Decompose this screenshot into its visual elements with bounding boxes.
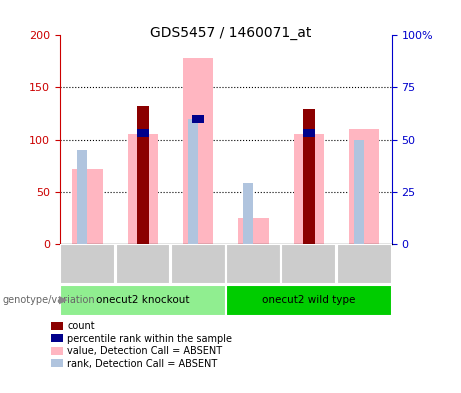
- Bar: [137, 129, 149, 138]
- Bar: [72, 169, 103, 244]
- Bar: [128, 134, 158, 244]
- Bar: [294, 134, 324, 244]
- Legend: count, percentile rank within the sample, value, Detection Call = ABSENT, rank, : count, percentile rank within the sample…: [51, 321, 232, 369]
- Bar: [349, 129, 379, 244]
- Bar: [303, 109, 315, 244]
- Bar: [238, 218, 269, 244]
- Bar: [303, 129, 315, 138]
- Bar: [60, 285, 225, 316]
- Bar: [354, 140, 364, 244]
- Text: onecut2 knockout: onecut2 knockout: [96, 295, 189, 305]
- Bar: [243, 183, 253, 244]
- Bar: [137, 106, 149, 244]
- Bar: [337, 244, 391, 284]
- Bar: [192, 114, 204, 123]
- Bar: [226, 244, 281, 284]
- Bar: [282, 244, 336, 284]
- Text: onecut2 wild type: onecut2 wild type: [262, 295, 355, 305]
- Bar: [77, 150, 87, 244]
- Bar: [171, 244, 225, 284]
- Text: ▶: ▶: [59, 295, 67, 305]
- Bar: [116, 244, 170, 284]
- Bar: [183, 58, 213, 244]
- Bar: [60, 244, 115, 284]
- Text: GDS5457 / 1460071_at: GDS5457 / 1460071_at: [150, 26, 311, 40]
- Text: genotype/variation: genotype/variation: [2, 295, 95, 305]
- Bar: [188, 119, 198, 244]
- Bar: [226, 285, 391, 316]
